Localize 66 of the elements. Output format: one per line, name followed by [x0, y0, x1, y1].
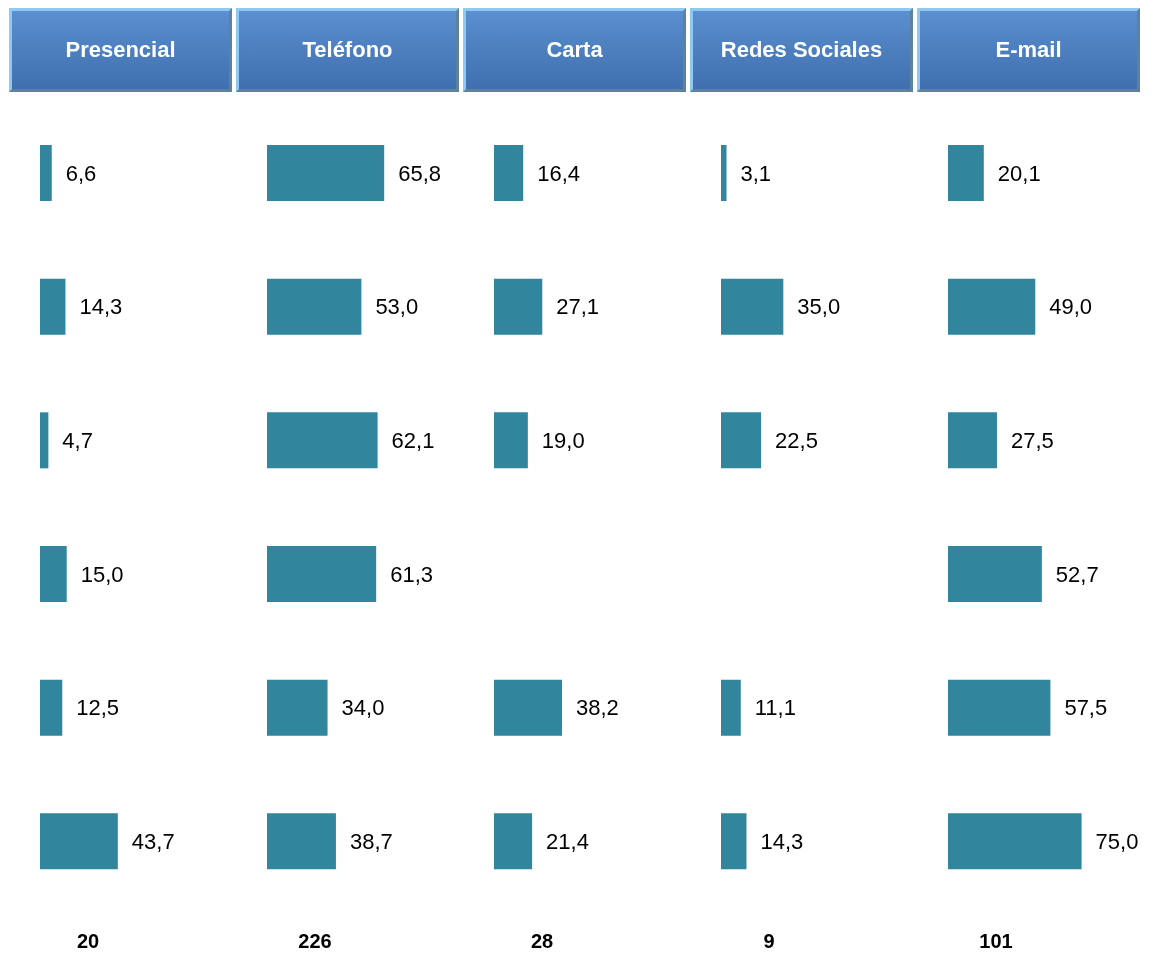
chart-title: Teléfono — [302, 37, 393, 63]
bar — [721, 278, 784, 335]
data-label: 75,0 — [1095, 828, 1139, 854]
data-label: 61,3 — [390, 561, 433, 587]
bar — [721, 412, 762, 469]
text: 101 — [978, 930, 1014, 953]
data-label: 14,3 — [760, 828, 804, 854]
text: 9 — [762, 930, 776, 953]
chart-title: Redes Sociales — [720, 37, 883, 63]
bar — [494, 813, 533, 870]
text: 226 — [297, 930, 333, 953]
bar — [267, 679, 328, 736]
chart-title: Presencial — [65, 37, 176, 63]
data-label: 6,6 — [65, 160, 97, 186]
bar — [267, 412, 378, 469]
data-label: 38,7 — [349, 828, 393, 854]
data-label: 22,5 — [775, 427, 818, 453]
data-label: 52,7 — [1055, 561, 1099, 587]
data-label: 65,8 — [398, 160, 442, 186]
data-label: 38,2 — [576, 695, 619, 721]
data-label: 12,5 — [76, 695, 120, 721]
data-label: 16,4 — [537, 160, 581, 186]
bar — [948, 679, 1051, 736]
bar — [40, 145, 52, 201]
data-label: 43,7 — [131, 828, 175, 854]
bar — [948, 145, 984, 201]
data-label: 62,1 — [391, 427, 435, 453]
chart-title: Carta — [546, 37, 603, 63]
bar — [721, 679, 741, 736]
bar — [40, 412, 49, 469]
bar — [721, 813, 747, 870]
chart-title: E-mail — [995, 37, 1062, 63]
bar — [494, 679, 563, 736]
data-label: 27,5 — [1010, 427, 1054, 453]
data-label: 49,0 — [1049, 294, 1093, 320]
bar — [267, 145, 385, 201]
bar — [40, 278, 66, 335]
data-label: 27,1 — [556, 294, 600, 320]
data-label: 53,0 — [375, 294, 419, 320]
bar — [267, 546, 377, 602]
data-label: 3,1 — [740, 160, 772, 186]
data-label: 57,5 — [1064, 695, 1108, 721]
bar — [267, 813, 336, 870]
bar — [948, 546, 1042, 602]
data-label: 11,1 — [754, 695, 796, 721]
bar — [494, 278, 543, 335]
bar — [40, 813, 118, 870]
bar — [494, 145, 524, 201]
bar — [40, 679, 63, 736]
data-label: 34,0 — [341, 695, 385, 721]
bar — [948, 813, 1082, 870]
bar — [267, 278, 362, 335]
text: 20 — [75, 930, 101, 953]
bar — [40, 546, 67, 602]
text: 28 — [529, 930, 555, 953]
bar — [494, 412, 528, 469]
bar — [948, 278, 1036, 335]
bar — [948, 412, 997, 469]
data-label: 4,7 — [62, 427, 93, 453]
data-label: 14,3 — [79, 294, 123, 320]
data-label: 35,0 — [797, 294, 841, 320]
data-label: 21,4 — [546, 828, 589, 854]
data-label: 15,0 — [80, 561, 124, 587]
data-label: 20,1 — [997, 160, 1041, 186]
bar — [721, 145, 727, 201]
data-label: 19,0 — [541, 427, 585, 453]
